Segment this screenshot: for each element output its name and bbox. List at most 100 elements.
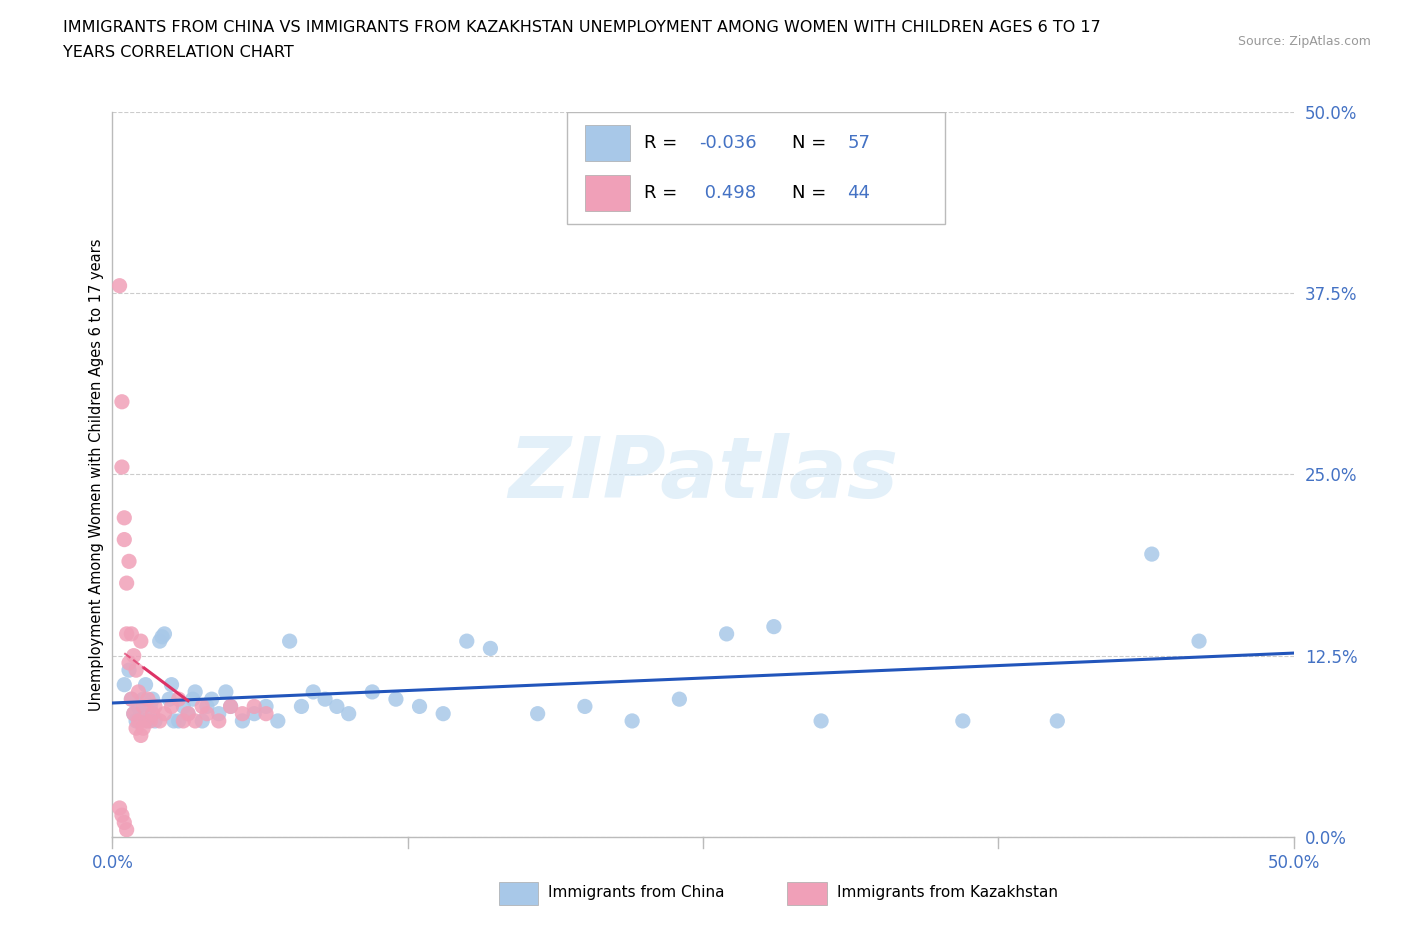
Text: Immigrants from China: Immigrants from China [548, 885, 725, 900]
Point [385, 692, 408, 707]
Point [150, 630, 173, 644]
Point [716, 627, 738, 642]
Point [762, 619, 785, 634]
Text: Source: ZipAtlas.com: Source: ZipAtlas.com [1237, 35, 1371, 48]
Text: R =: R = [644, 183, 683, 202]
Point [125, 713, 148, 728]
Point [153, 627, 176, 642]
Point [177, 706, 200, 721]
Point [432, 706, 454, 721]
Text: 50.0%: 50.0% [1267, 854, 1320, 872]
Point [208, 706, 231, 721]
Point [456, 633, 478, 648]
Point [112, 511, 135, 525]
Point [136, 713, 159, 728]
Point [108, 278, 131, 293]
Point [127, 684, 149, 699]
Point [160, 677, 183, 692]
Point [118, 554, 141, 569]
Point [184, 684, 207, 699]
Text: 0.0%: 0.0% [91, 854, 134, 872]
Point [115, 627, 138, 642]
Point [337, 706, 360, 721]
Point [122, 648, 145, 663]
Text: 0.498: 0.498 [699, 183, 756, 202]
Point [143, 699, 166, 714]
Point [184, 713, 207, 728]
Text: IMMIGRANTS FROM CHINA VS IMMIGRANTS FROM KAZAKHSTAN UNEMPLOYMENT AMONG WOMEN WIT: IMMIGRANTS FROM CHINA VS IMMIGRANTS FROM… [63, 20, 1101, 35]
Point [172, 713, 194, 728]
Point [231, 706, 253, 721]
Point [111, 808, 134, 823]
Point [112, 532, 135, 547]
Point [118, 656, 141, 671]
FancyBboxPatch shape [585, 126, 630, 161]
Point [574, 699, 596, 714]
Point [326, 699, 349, 714]
Point [181, 692, 204, 707]
Text: 44: 44 [846, 183, 870, 202]
Point [243, 699, 266, 714]
Point [149, 633, 172, 648]
Point [314, 692, 336, 707]
Point [215, 684, 238, 699]
Point [115, 576, 138, 591]
Point [127, 713, 149, 728]
Point [172, 699, 194, 714]
Text: YEARS CORRELATION CHART: YEARS CORRELATION CHART [63, 45, 294, 60]
Point [129, 728, 152, 743]
Point [219, 699, 242, 714]
Point [290, 699, 312, 714]
Point [810, 713, 832, 728]
Point [191, 713, 214, 728]
Point [132, 721, 155, 736]
Point [120, 692, 142, 707]
Point [142, 706, 165, 721]
Point [1046, 713, 1069, 728]
Point [125, 663, 148, 678]
Point [122, 706, 145, 721]
Point [132, 699, 155, 714]
Point [254, 699, 277, 714]
Point [267, 713, 290, 728]
Point [139, 713, 162, 728]
Text: R =: R = [644, 134, 683, 153]
Point [243, 706, 266, 721]
Point [136, 692, 159, 707]
Point [254, 706, 277, 721]
Point [111, 394, 134, 409]
Point [219, 699, 242, 714]
Point [361, 684, 384, 699]
Y-axis label: Unemployment Among Women with Children Ages 6 to 17 years: Unemployment Among Women with Children A… [89, 238, 104, 711]
Point [1188, 633, 1211, 648]
Point [122, 706, 145, 721]
Point [479, 641, 502, 656]
Point [952, 713, 974, 728]
Point [167, 692, 190, 707]
Point [526, 706, 548, 721]
Point [112, 677, 135, 692]
Point [120, 627, 142, 642]
Point [108, 801, 131, 816]
Point [118, 663, 141, 678]
Point [157, 692, 180, 707]
Point [111, 459, 134, 474]
Point [278, 633, 301, 648]
Point [208, 713, 231, 728]
Point [139, 699, 162, 714]
Point [231, 713, 253, 728]
Point [135, 713, 157, 728]
Point [112, 815, 135, 830]
Text: ZIPatlas: ZIPatlas [508, 432, 898, 516]
Text: -0.036: -0.036 [699, 134, 756, 153]
Point [191, 699, 214, 714]
Text: N =: N = [792, 183, 831, 202]
Point [129, 706, 152, 721]
Point [668, 692, 690, 707]
Point [201, 692, 224, 707]
Point [149, 713, 172, 728]
FancyBboxPatch shape [567, 112, 945, 224]
FancyBboxPatch shape [585, 175, 630, 210]
Point [125, 721, 148, 736]
Point [120, 692, 142, 707]
